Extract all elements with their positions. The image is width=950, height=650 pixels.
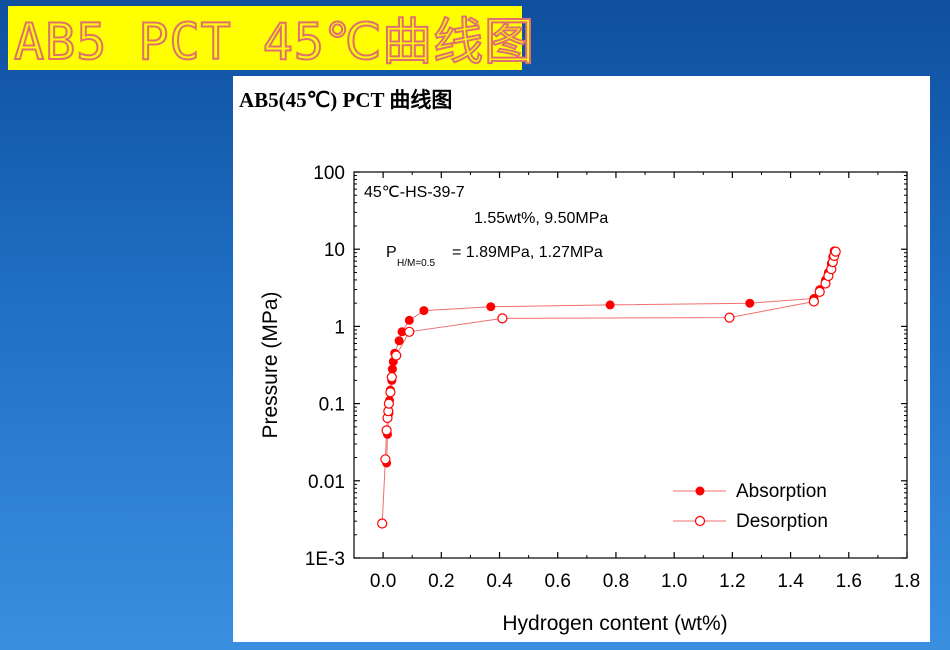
desorption-point: [724, 312, 735, 323]
x-tick-label: 1.2: [719, 571, 745, 592]
y-tick-label: 0.01: [308, 472, 345, 493]
absorption-point: [486, 302, 496, 312]
absorption-point: [404, 315, 414, 325]
slide-title-text: AB5 PCT 45℃曲线图: [13, 12, 536, 72]
plot-frame: [353, 171, 908, 559]
annotation-sample: 45℃-HS-39-7: [364, 184, 465, 201]
x-tick-label: 0.6: [545, 571, 571, 592]
x-tick-label: 0.0: [370, 571, 396, 592]
y-tick-label: 10: [324, 240, 345, 261]
desorption-point: [380, 454, 391, 465]
desorption-point: [814, 286, 825, 297]
desorption-point: [386, 372, 397, 383]
legend: Absorption Desorption: [673, 481, 828, 532]
x-tick-label: 1.6: [836, 571, 862, 592]
x-tick-label: 1.0: [661, 571, 687, 592]
legend-absorption-marker: [695, 486, 705, 496]
annotation-plateau-subscript: H/M=0.5: [397, 258, 436, 269]
desorption-point: [391, 350, 402, 361]
legend-desorption-marker: [694, 515, 706, 527]
y-tick-label: 0.1: [319, 395, 345, 416]
absorption-point: [419, 306, 429, 316]
annotation-capacity: 1.55wt%, 9.50MPa: [474, 210, 608, 227]
desorption-point: [383, 398, 394, 409]
x-tick-label: 0.4: [486, 571, 513, 592]
x-tick-label: 1.4: [777, 571, 804, 592]
x-axis-label: Hydrogen content (wt%): [502, 612, 727, 635]
absorption-point: [605, 300, 615, 310]
pct-chart: 0.0 0.2 0.4 0.6 0.8 1.0 1.2 1.4 1.6 1.8 1E-3 0.01 0.…: [259, 163, 920, 635]
slide-title-banner: AB5 PCT 45℃曲线图: [8, 6, 535, 72]
absorption-point: [745, 298, 755, 308]
x-tick-label: 1.8: [894, 571, 920, 592]
desorption-point: [808, 296, 820, 307]
y-tick-label: 1: [334, 317, 345, 338]
desorption-point: [381, 425, 392, 436]
legend-absorption-label: Absorption: [736, 481, 827, 502]
legend-desorption-label: Desorption: [736, 511, 828, 532]
x-tick-label: 0.2: [428, 571, 454, 592]
y-tick-label: 100: [313, 163, 345, 184]
annotation-plateau-symbol: P: [386, 244, 397, 261]
desorption-point: [404, 326, 415, 337]
desorption-point: [377, 518, 388, 529]
figure-panel: AB5(45℃) PCT 曲线图 0.0 0.2 0.4 0.6 0.8 1.0 1.2 1.…: [233, 76, 930, 642]
desorption-point: [830, 246, 841, 257]
desorption-point: [385, 387, 396, 398]
annotation-plateau-value: = 1.89MPa, 1.27MPa: [452, 244, 603, 261]
figure-heading: AB5(45℃) PCT 曲线图: [239, 88, 453, 112]
desorption-point: [497, 313, 508, 324]
absorption-series-line: [386, 250, 835, 464]
absorption-point: [394, 336, 404, 346]
y-axis-label: Pressure (MPa): [259, 291, 282, 438]
x-tick-label: 0.8: [603, 571, 629, 592]
absorption-point: [397, 327, 407, 337]
absorption-point: [387, 364, 397, 374]
y-tick-label: 1E-3: [305, 549, 345, 570]
